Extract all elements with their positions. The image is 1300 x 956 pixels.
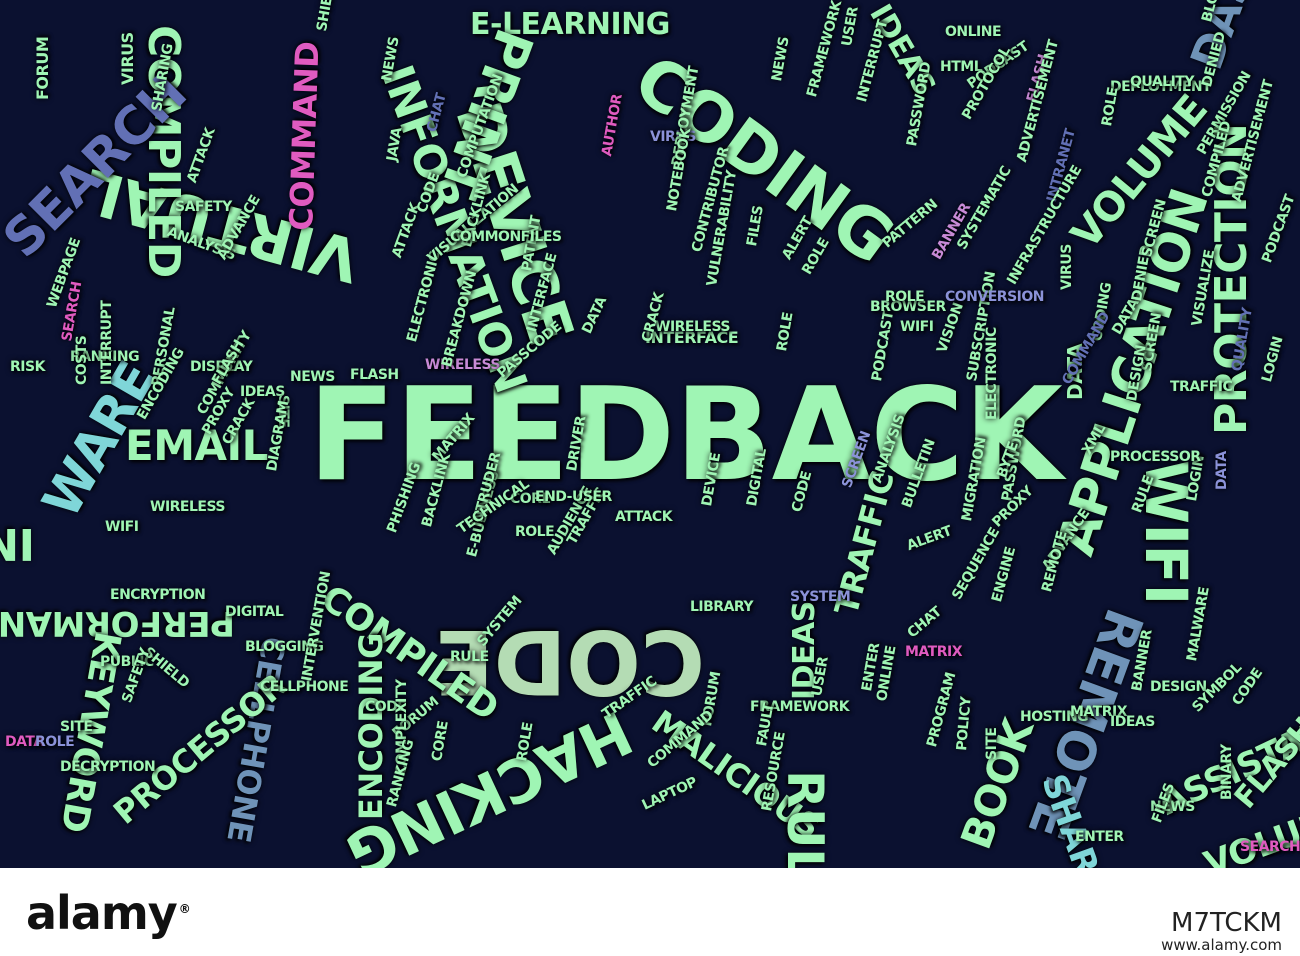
cloud-word: ATTACK (615, 509, 673, 525)
cloud-word: CODE (365, 699, 407, 715)
cloud-word: LAPTOP (639, 774, 700, 814)
cloud-word: MATRIX (905, 644, 963, 660)
cloud-word: RULE (776, 770, 834, 868)
cloud-word: E-LEARNING (470, 7, 670, 42)
cloud-word: DIGITAL (225, 604, 284, 620)
cloud-word: INFORMATION (0, 518, 35, 569)
cloud-word: RISK (10, 359, 45, 375)
cloud-word: DATA (579, 294, 610, 337)
cloud-word: BROWSER (870, 299, 946, 315)
cloud-word: ELECTRONIC (984, 327, 1000, 420)
cloud-word: CORE (429, 719, 452, 763)
cloud-word: QUALITY (1130, 74, 1195, 90)
cloud-word: DIAGRAM (264, 399, 293, 473)
cloud-word: ENGINE (989, 545, 1020, 604)
cloud-word: ALERT (904, 523, 954, 555)
cloud-word: COMMAND (282, 41, 327, 232)
cloud-word: BINARY (1219, 744, 1235, 800)
watermark-footer (0, 868, 1300, 956)
cloud-word: LOGIN (1259, 335, 1287, 384)
cloud-word: VIRUS (118, 32, 137, 85)
cloud-word: ROLE (774, 311, 797, 353)
cloud-word: HTML (940, 59, 983, 75)
cloud-word: ENCODING (352, 633, 390, 820)
cloud-word: FRAMEWORK (750, 699, 850, 715)
cloud-word: DEPLOYMENT (1110, 79, 1212, 95)
cloud-word: ROLE (1099, 86, 1122, 128)
cloud-word: ENTER (1075, 829, 1124, 845)
cloud-word: PUBLIC (100, 654, 154, 670)
cloud-word: IDEAS (1110, 714, 1155, 730)
cloud-word: ONLINE (945, 24, 1002, 40)
cloud-word: FEEDBACK (308, 361, 1063, 510)
cloud-word: CONVERSION (945, 289, 1044, 305)
cloud-word: INTERFACE (645, 328, 739, 347)
cloud-word: FRAMEWORK (804, 0, 846, 99)
alamy-logo: alamy ® (26, 886, 191, 940)
cloud-word: WIRELESS (425, 357, 501, 373)
cloud-word: DATA (1214, 451, 1230, 490)
cloud-word: WIFI (105, 519, 139, 535)
cloud-word: POLICY (954, 696, 975, 752)
cloud-word: USER (839, 5, 862, 48)
cloud-word: COSTS (74, 335, 90, 385)
cloud-word: SITE (984, 727, 1000, 760)
cloud-word: INTERVENTION (299, 570, 335, 683)
cloud-word: HOSTING (1020, 709, 1089, 725)
word-cloud-image: FEEDBACK CODE DEVICE CODING APPLICATION VIRTU… (0, 0, 1300, 868)
cloud-word: NEWS (290, 369, 335, 385)
site-url: www.alamy.com (1161, 936, 1282, 954)
cloud-word: INTERRUPT (99, 300, 115, 385)
cloud-word: ROLE (885, 289, 925, 305)
cloud-word: MATRIX (1070, 704, 1128, 720)
cloud-word: FORUM (33, 36, 52, 100)
cloud-word: DATA (5, 734, 44, 750)
cloud-word: PODCAST (1259, 192, 1299, 266)
cloud-word: TRAFFIC (1170, 379, 1233, 395)
cloud-word: END-USER (535, 489, 612, 505)
cloud-word: RULE (450, 649, 489, 665)
cloud-word: COMMONFILES (450, 229, 562, 245)
cloud-word: RANKING (70, 349, 140, 365)
cloud-word: IDEAS (240, 384, 285, 400)
cloud-word: NEWS (769, 35, 793, 83)
cloud-word: ROLE (515, 524, 555, 540)
cloud-word: SITE (60, 719, 93, 735)
cloud-word: DISPLAY (190, 359, 253, 375)
cloud-word: NEWS (1150, 799, 1195, 815)
cloud-word: BLOGGING (245, 639, 324, 655)
cloud-word: PROGRAM (924, 670, 960, 749)
image-id: M7TCKM (1171, 908, 1282, 938)
cloud-word: VIRUS (650, 129, 696, 145)
cloud-word: FILES (744, 204, 767, 248)
cloud-word: INTERRUPT (854, 18, 892, 104)
cloud-word: CORE (510, 491, 551, 507)
cloud-word: EMAIL (125, 421, 268, 470)
cloud-word: VIRUS (1059, 244, 1075, 290)
cloud-word: DECRYPTION (60, 759, 156, 775)
cloud-word: LIBRARY (690, 599, 754, 615)
cloud-word: ROLE (799, 235, 833, 278)
cloud-word: SAFETY (175, 199, 232, 215)
cloud-word: SYSTEM (790, 589, 851, 605)
cloud-word: PROCESSOR (1110, 449, 1201, 465)
cloud-word: ATTACK (184, 126, 219, 186)
cloud-word: WIFI (900, 319, 934, 335)
cloud-word: SEARCH (1240, 839, 1300, 855)
cloud-word: FLASH (350, 367, 399, 383)
cloud-word: ENCRYPTION (110, 587, 206, 603)
cloud-word: ROLE (35, 734, 75, 750)
cloud-word: DESIGN (1150, 679, 1207, 695)
cloud-word: WIRELESS (150, 499, 226, 515)
cloud-word: CHAT (904, 603, 945, 642)
cloud-word: WIRELESS (655, 319, 731, 335)
cloud-word: SHIELD (314, 0, 340, 33)
cloud-word: AUTHOR (599, 93, 626, 158)
cloud-word: CELLPHONE (260, 679, 349, 695)
